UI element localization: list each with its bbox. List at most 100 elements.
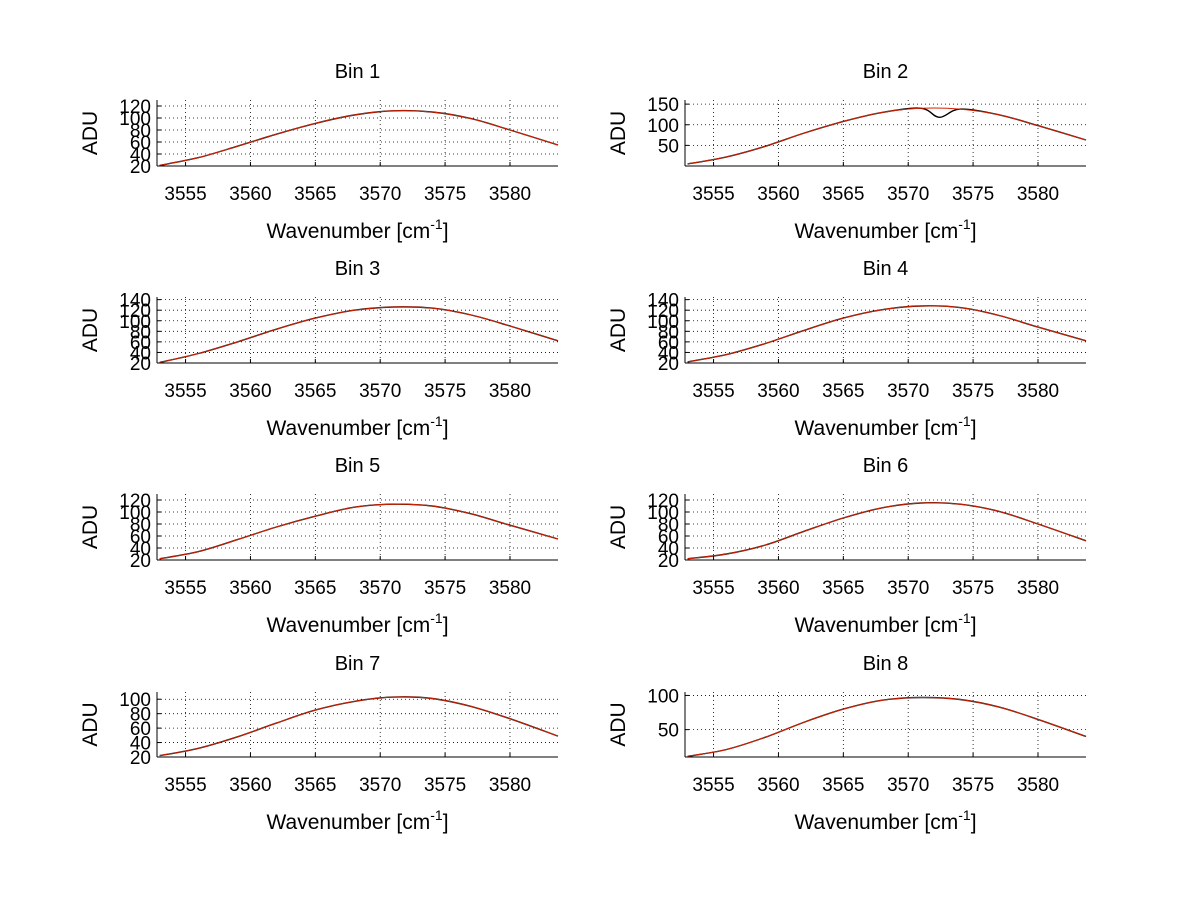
x-axis-label-superscript: -1 — [430, 216, 443, 232]
y-tick-label: 120 — [119, 491, 151, 512]
subplot-title: Bin 6 — [863, 455, 909, 477]
y-tick-label: 100 — [119, 312, 151, 333]
y-tick-label: 40 — [130, 734, 151, 755]
x-tick-label: 3580 — [489, 775, 531, 796]
x-axis-label-superscript: -1 — [958, 216, 971, 232]
y-tick-label: 100 — [119, 109, 151, 130]
plot-area — [685, 692, 1086, 757]
x-tick-label: 3575 — [952, 184, 994, 205]
x-axis-label-main: Wavenumber [cm — [266, 811, 430, 834]
y-tick-label: 40 — [658, 539, 679, 560]
x-tick-label: 3580 — [489, 184, 531, 205]
plot-area — [685, 100, 1086, 166]
y-tick-label: 120 — [119, 301, 151, 322]
y-tick-label: 20 — [130, 157, 151, 178]
x-tick-label: 3555 — [164, 184, 206, 205]
x-axis-label-main: Wavenumber [cm — [794, 417, 958, 440]
subplot-8: 3555 3560 3565 3570 3575 3580 50 100 Bin 8 Wavenu… — [607, 653, 1087, 834]
x-axis-label-end: ] — [443, 220, 449, 243]
plot-area — [157, 297, 558, 363]
x-tick-label: 3565 — [822, 184, 864, 205]
y-tick-label: 40 — [130, 145, 151, 166]
plot-area — [157, 494, 558, 560]
x-tick-label: 3580 — [489, 578, 531, 599]
subplot-title: Bin 1 — [335, 61, 381, 83]
y-tick-label: 80 — [130, 705, 151, 726]
y-tick-label: 100 — [647, 686, 679, 707]
y-axis-label: ADU — [79, 308, 102, 352]
plot-area — [157, 692, 558, 757]
subplot-title: Bin 4 — [863, 258, 909, 280]
x-axis-label-end: ] — [971, 417, 977, 440]
y-tick-label: 120 — [647, 491, 679, 512]
x-tick-label: 3565 — [294, 775, 336, 796]
x-tick-label: 3565 — [294, 184, 336, 205]
x-tick-label: 3555 — [692, 184, 734, 205]
x-tick-label: 3560 — [757, 775, 799, 796]
y-tick-label: 60 — [130, 719, 151, 740]
x-tick-label: 3570 — [359, 184, 401, 205]
x-tick-label: 3575 — [952, 381, 994, 402]
y-tick-label: 100 — [647, 503, 679, 524]
x-axis-label: Wavenumber [cm-1] — [794, 610, 976, 637]
x-tick-label: 3570 — [359, 381, 401, 402]
x-axis-label-superscript: -1 — [430, 610, 443, 626]
x-tick-label: 3555 — [164, 381, 206, 402]
x-axis-label-main: Wavenumber [cm — [266, 220, 430, 243]
x-tick-label: 3560 — [757, 578, 799, 599]
y-tick-label: 20 — [658, 551, 679, 572]
x-axis-label: Wavenumber [cm-1] — [266, 807, 448, 834]
y-axis-label: ADU — [607, 505, 630, 549]
y-tick-label: 20 — [130, 551, 151, 572]
y-tick-label: 60 — [658, 527, 679, 548]
x-tick-label: 3575 — [424, 381, 466, 402]
subplot-4: 3555 3560 3565 3570 3575 3580 2040608010012014… — [607, 258, 1087, 440]
x-tick-label: 3570 — [887, 184, 929, 205]
y-tick-label: 80 — [130, 121, 151, 142]
y-axis-label: ADU — [607, 308, 630, 352]
x-axis-label-main: Wavenumber [cm — [794, 811, 958, 834]
x-axis-label-superscript: -1 — [430, 413, 443, 429]
y-tick-label: 120 — [647, 301, 679, 322]
y-tick-label: 120 — [119, 97, 151, 118]
x-axis-label-end: ] — [971, 220, 977, 243]
x-tick-label: 3580 — [489, 381, 531, 402]
x-tick-label: 3580 — [1017, 578, 1059, 599]
y-tick-label: 100 — [647, 116, 679, 137]
x-tick-label: 3565 — [822, 381, 864, 402]
plot-area — [157, 100, 558, 166]
y-tick-label: 50 — [658, 136, 679, 157]
x-tick-label: 3555 — [164, 775, 206, 796]
y-tick-label: 80 — [130, 515, 151, 536]
x-axis-label-superscript: -1 — [958, 413, 971, 429]
x-tick-label: 3555 — [692, 381, 734, 402]
x-tick-label: 3560 — [229, 578, 271, 599]
x-tick-label: 3565 — [822, 775, 864, 796]
y-axis-label: ADU — [79, 702, 102, 746]
x-tick-label: 3560 — [229, 381, 271, 402]
x-tick-label: 3575 — [952, 578, 994, 599]
x-axis-label-superscript: -1 — [430, 807, 443, 823]
x-tick-label: 3555 — [692, 775, 734, 796]
x-tick-label: 3580 — [1017, 381, 1059, 402]
x-axis-label-main: Wavenumber [cm — [794, 614, 958, 637]
x-tick-label: 3570 — [359, 578, 401, 599]
y-axis-label: ADU — [607, 702, 630, 746]
y-tick-label: 60 — [658, 333, 679, 354]
subplot-title: Bin 8 — [863, 653, 909, 675]
y-tick-label: 20 — [130, 748, 151, 769]
x-axis-label-main: Wavenumber [cm — [794, 220, 958, 243]
x-axis-label-end: ] — [971, 614, 977, 637]
series-line-fit — [687, 502, 1087, 560]
y-tick-label: 60 — [130, 133, 151, 154]
y-tick-label: 40 — [658, 343, 679, 364]
x-axis-label-superscript: -1 — [958, 807, 971, 823]
x-tick-label: 3570 — [887, 578, 929, 599]
x-tick-label: 3575 — [424, 578, 466, 599]
subplot-title: Bin 3 — [335, 258, 381, 280]
y-tick-label: 60 — [130, 333, 151, 354]
